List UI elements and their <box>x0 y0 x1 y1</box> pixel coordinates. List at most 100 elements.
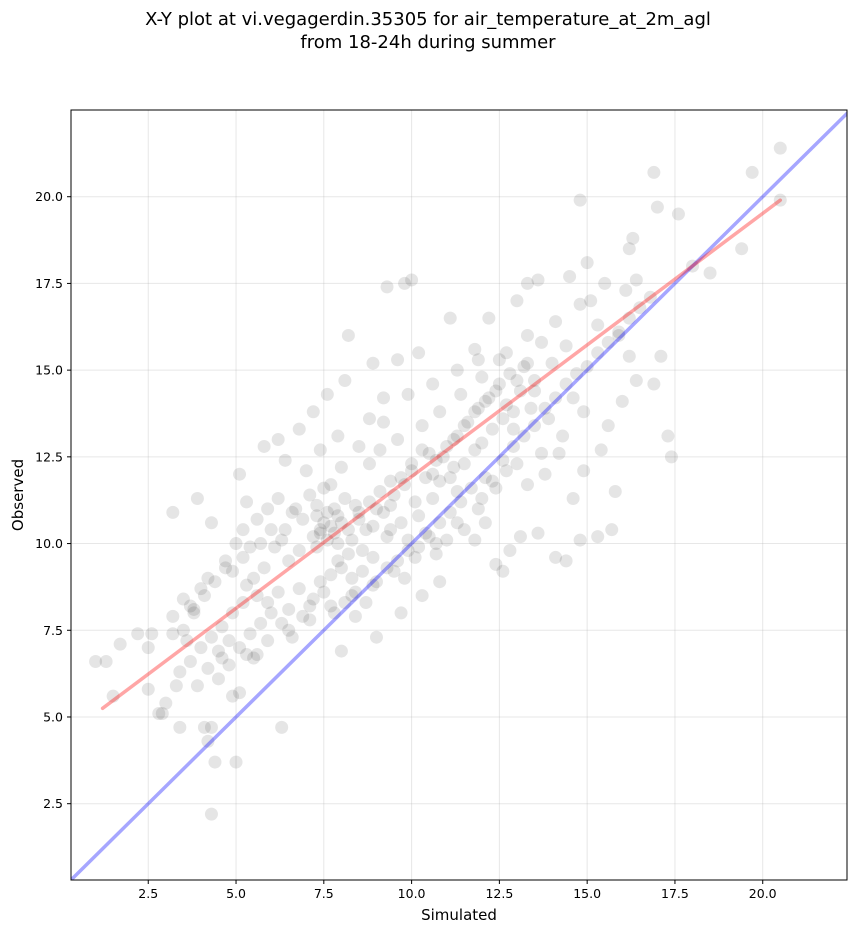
scatter-point <box>468 533 482 547</box>
scatter-point <box>113 637 127 651</box>
scatter-point <box>366 550 380 564</box>
scatter-point <box>457 523 471 537</box>
scatter-point <box>257 439 271 453</box>
scatter-point <box>282 602 296 616</box>
scatter-point <box>208 755 222 769</box>
y-tick-label: 5.0 <box>43 709 63 724</box>
scatter-point <box>433 516 447 530</box>
scatter-point <box>524 401 538 415</box>
scatter-point <box>735 242 749 256</box>
scatter-point <box>391 554 405 568</box>
scatter-point <box>313 523 327 537</box>
scatter-point <box>549 550 563 564</box>
scatter-point <box>215 651 229 665</box>
scatter-point <box>471 502 485 516</box>
scatter-point <box>250 512 264 526</box>
scatter-point <box>629 374 643 388</box>
scatter-point <box>419 526 433 540</box>
scatter-point <box>401 387 415 401</box>
scatter-point <box>433 405 447 419</box>
scatter-point <box>369 502 383 516</box>
scatter-point <box>187 606 201 620</box>
scatter-point <box>405 457 419 471</box>
scatter-point <box>496 412 510 426</box>
scatter-point <box>426 491 440 505</box>
scatter-point <box>306 592 320 606</box>
scatter-point <box>380 530 394 544</box>
x-tick-label: 15.0 <box>573 886 601 901</box>
x-tick-label: 2.5 <box>138 886 158 901</box>
scatter-point <box>506 422 520 436</box>
y-tick-label: 12.5 <box>35 449 63 464</box>
scatter-point <box>211 672 225 686</box>
scatter-point <box>226 689 240 703</box>
scatter-point <box>204 720 218 734</box>
scatter-point <box>327 502 341 516</box>
scatter-point <box>250 589 264 603</box>
scatter-point <box>454 495 468 509</box>
scatter-point <box>366 356 380 370</box>
scatter-point <box>320 533 334 547</box>
scatter-point <box>426 377 440 391</box>
scatter-point <box>499 398 513 412</box>
scatter-point <box>250 648 264 662</box>
scatter-point <box>229 755 243 769</box>
scatter-point <box>622 242 636 256</box>
scatter-point <box>520 356 534 370</box>
y-tick-label: 10.0 <box>35 536 63 551</box>
scatter-point <box>577 464 591 478</box>
scatter-point <box>310 498 324 512</box>
scatter-point <box>496 564 510 578</box>
scatter-point <box>348 585 362 599</box>
scatter-point <box>166 609 180 623</box>
scatter-point <box>204 516 218 530</box>
scatter-point <box>204 807 218 821</box>
scatter-point <box>324 599 338 613</box>
scatter-point <box>236 550 250 564</box>
scatter-point <box>475 436 489 450</box>
scatter-point <box>654 349 668 363</box>
scatter-point <box>324 519 338 533</box>
scatter-point <box>626 231 640 245</box>
scatter-point <box>176 623 190 637</box>
scatter-point <box>254 616 268 630</box>
x-tick-label: 7.5 <box>314 886 334 901</box>
x-tick-label: 20.0 <box>749 886 777 901</box>
scatter-point <box>387 564 401 578</box>
scatter-point <box>218 561 232 575</box>
scatter-point <box>208 575 222 589</box>
scatter-point <box>211 644 225 658</box>
scatter-point <box>471 401 485 415</box>
scatter-point <box>591 530 605 544</box>
scatter-point <box>443 505 457 519</box>
scatter-point <box>773 193 787 207</box>
scatter-point <box>542 412 556 426</box>
scatter-point <box>506 405 520 419</box>
scatter-point <box>352 505 366 519</box>
scatter-point <box>369 630 383 644</box>
scatter-point <box>391 433 405 447</box>
scatter-point <box>275 616 289 630</box>
scatter-point <box>271 585 285 599</box>
scatter-point <box>566 491 580 505</box>
scatter-point <box>338 374 352 388</box>
scatter-point <box>106 689 120 703</box>
scatter-point <box>345 589 359 603</box>
reference-lines <box>71 111 847 880</box>
scatter-point <box>292 422 306 436</box>
scatter-point <box>190 491 204 505</box>
scatter-point <box>510 294 524 308</box>
scatter-point <box>471 353 485 367</box>
scatter-point <box>412 509 426 523</box>
scatter-point <box>549 391 563 405</box>
scatter-point <box>591 318 605 332</box>
scatter-point <box>450 485 464 499</box>
scatter-point <box>233 641 247 655</box>
scatter-point <box>338 596 352 610</box>
scatter-point <box>173 665 187 679</box>
scatter-point <box>331 509 345 523</box>
scatter-point <box>317 516 331 530</box>
scatter-point <box>254 537 268 551</box>
scatter-point <box>194 641 208 655</box>
